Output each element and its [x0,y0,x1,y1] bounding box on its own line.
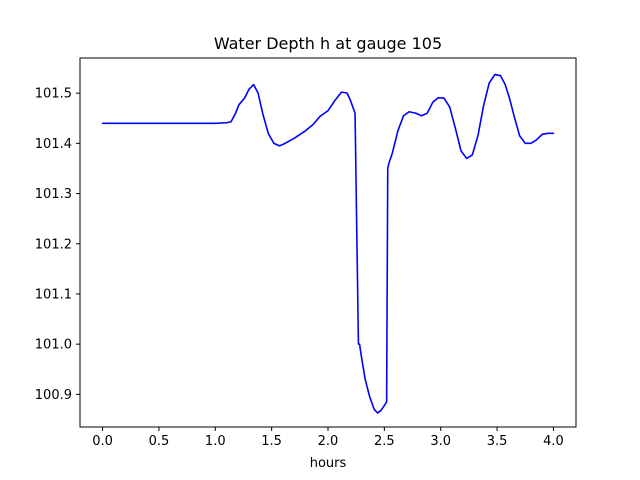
x-tick-label: 0.5 [149,434,170,449]
series-line-0 [101,73,555,414]
x-tick-label: 1.0 [205,434,226,449]
x-tick-label: 1.5 [261,434,282,449]
y-tick-label: 101.4 [35,137,72,152]
y-tick-label: 101.3 [35,187,72,202]
y-axis-ticks: 100.9 101.0 101.1 101.2 101.3 101.4 101.5 [35,87,80,403]
x-tick-label: 0.0 [92,434,113,449]
x-tick-label: 3.0 [430,434,451,449]
y-tick-label: 101.1 [35,287,72,302]
y-tick-label: 101.2 [35,237,72,252]
x-tick-label: 4.0 [543,434,564,449]
x-tick-label: 2.5 [374,434,395,449]
y-tick-label: 101.5 [35,87,72,102]
x-axis-ticks: 0.0 0.5 1.0 1.5 2.0 2.5 3.0 3.5 4.0 [92,427,564,449]
x-axis-title: hours [310,456,347,471]
y-tick-label: 100.9 [35,388,72,403]
chart-title: Water Depth h at gauge 105 [214,34,442,53]
x-tick-label: 2.0 [318,434,339,449]
y-tick-label: 101.0 [35,338,72,353]
x-tick-label: 3.5 [487,434,508,449]
